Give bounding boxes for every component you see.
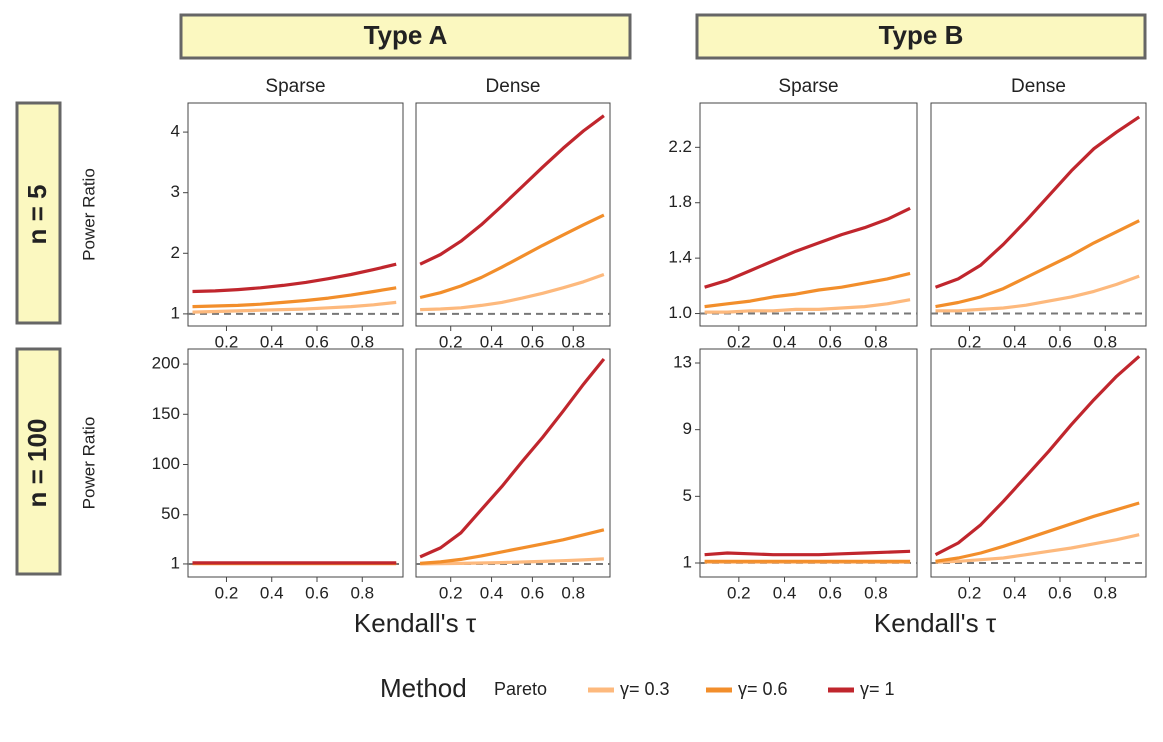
panel-frame bbox=[187, 348, 404, 578]
y-axis-label: Power Ratio bbox=[79, 168, 98, 261]
series-line bbox=[192, 262, 397, 294]
x-tick-label: 0.2 bbox=[958, 583, 982, 602]
y-tick-label: 50 bbox=[161, 504, 180, 523]
group-title: Type B bbox=[879, 20, 964, 50]
series-line bbox=[704, 206, 911, 289]
x-tick-label: 0.8 bbox=[1093, 583, 1117, 602]
x-tick-label: 0.2 bbox=[439, 332, 463, 351]
group-header-box bbox=[179, 13, 632, 60]
y-tick-label: 100 bbox=[152, 454, 180, 473]
legend-label: γ= 1 bbox=[860, 679, 895, 699]
series-line bbox=[704, 271, 911, 309]
series-line bbox=[419, 357, 606, 559]
y-axis-label: Power Ratio bbox=[79, 417, 98, 510]
x-tick-label: 0.4 bbox=[480, 583, 504, 602]
y-tick-label: 150 bbox=[152, 404, 180, 423]
series-line bbox=[420, 272, 605, 312]
panel-frame bbox=[699, 102, 918, 327]
series-line bbox=[704, 298, 911, 314]
series-line bbox=[419, 213, 605, 300]
panel-frame bbox=[415, 348, 611, 578]
series-line bbox=[935, 219, 1140, 309]
y-tick-label: 5 bbox=[683, 486, 692, 505]
row-label: n = 100 bbox=[22, 419, 52, 508]
x-tick-label: 0.8 bbox=[350, 332, 374, 351]
row-label-box bbox=[15, 347, 62, 576]
x-tick-label: 0.4 bbox=[260, 583, 284, 602]
x-tick-label: 0.6 bbox=[305, 583, 329, 602]
series-line bbox=[192, 286, 397, 309]
y-tick-label: 1 bbox=[171, 303, 180, 322]
legend-title: Method bbox=[380, 673, 467, 703]
x-tick-label: 0.4 bbox=[260, 332, 284, 351]
y-tick-label: 13 bbox=[673, 352, 692, 371]
panel-title: Dense bbox=[1011, 76, 1066, 97]
x-tick-label: 0.6 bbox=[818, 583, 842, 602]
y-tick-label: 1.4 bbox=[668, 248, 692, 267]
row-label: n = 5 bbox=[22, 185, 52, 245]
series-line bbox=[934, 115, 1141, 289]
series-line bbox=[419, 528, 605, 565]
panel-frame bbox=[415, 102, 611, 327]
series-line bbox=[935, 501, 1140, 563]
x-tick-label: 0.2 bbox=[215, 332, 239, 351]
y-tick-label: 1.8 bbox=[668, 192, 692, 211]
x-tick-label: 0.2 bbox=[215, 583, 239, 602]
x-tick-label: 0.4 bbox=[773, 332, 797, 351]
y-tick-label: 9 bbox=[683, 419, 692, 438]
legend-label: γ= 0.3 bbox=[620, 679, 670, 699]
series-line bbox=[192, 300, 397, 314]
x-tick-label: 0.8 bbox=[864, 583, 888, 602]
x-tick-label: 0.2 bbox=[727, 583, 751, 602]
series-line bbox=[420, 557, 604, 566]
x-tick-label: 0.2 bbox=[727, 332, 751, 351]
series-line bbox=[934, 355, 1141, 557]
x-tick-label: 0.8 bbox=[1093, 332, 1117, 351]
legend-subtitle: Pareto bbox=[494, 679, 547, 699]
series-line bbox=[419, 114, 605, 266]
panel-frame bbox=[699, 348, 918, 578]
y-tick-label: 2.2 bbox=[668, 137, 692, 156]
y-tick-label: 200 bbox=[152, 354, 180, 373]
x-tick-label: 0.8 bbox=[561, 332, 585, 351]
x-axis-label: Kendall's τ bbox=[354, 608, 477, 638]
x-tick-label: 0.4 bbox=[480, 332, 504, 351]
series-line bbox=[935, 274, 1140, 313]
panel-frame bbox=[930, 102, 1147, 327]
x-tick-label: 0.6 bbox=[1048, 583, 1072, 602]
x-tick-label: 0.2 bbox=[439, 583, 463, 602]
x-tick-label: 0.4 bbox=[773, 583, 797, 602]
panel-frame bbox=[930, 348, 1147, 578]
x-tick-label: 0.8 bbox=[561, 583, 585, 602]
x-tick-label: 0.8 bbox=[864, 332, 888, 351]
x-tick-label: 0.8 bbox=[350, 583, 374, 602]
x-tick-label: 0.6 bbox=[1048, 332, 1072, 351]
y-tick-label: 3 bbox=[171, 182, 180, 201]
y-tick-label: 1 bbox=[683, 552, 692, 571]
legend-label: γ= 0.6 bbox=[738, 679, 788, 699]
x-tick-label: 0.6 bbox=[521, 583, 545, 602]
group-header-box bbox=[695, 13, 1147, 60]
x-tick-label: 0.4 bbox=[1003, 583, 1027, 602]
panel-frame bbox=[187, 102, 404, 327]
panel-title: Sparse bbox=[778, 76, 838, 97]
x-tick-label: 0.2 bbox=[958, 332, 982, 351]
x-tick-label: 0.4 bbox=[1003, 332, 1027, 351]
x-tick-label: 0.6 bbox=[521, 332, 545, 351]
panel-title: Sparse bbox=[265, 76, 325, 97]
x-tick-label: 0.6 bbox=[818, 332, 842, 351]
y-tick-label: 4 bbox=[171, 122, 180, 141]
series-line bbox=[704, 549, 911, 557]
panel-title: Dense bbox=[486, 76, 541, 97]
y-tick-label: 2 bbox=[171, 243, 180, 262]
group-title: Type A bbox=[364, 20, 448, 50]
x-tick-label: 0.6 bbox=[305, 332, 329, 351]
y-tick-label: 1.0 bbox=[668, 303, 692, 322]
x-axis-label: Kendall's τ bbox=[874, 608, 997, 638]
row-label-box bbox=[15, 101, 62, 325]
series-line bbox=[935, 533, 1140, 564]
y-tick-label: 1 bbox=[171, 553, 180, 572]
